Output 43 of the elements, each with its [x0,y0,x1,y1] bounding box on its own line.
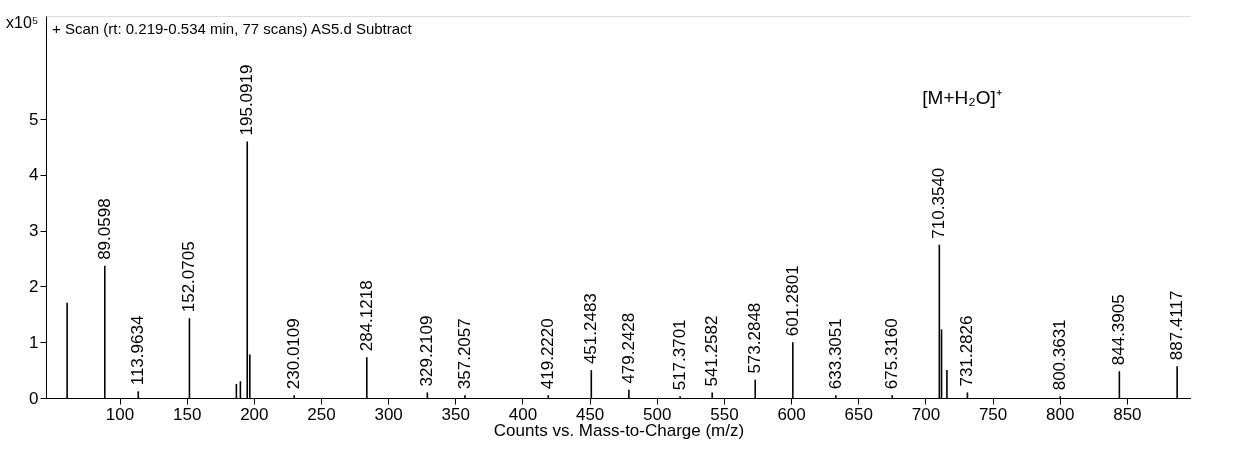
annotation: 541.2582 [702,315,722,387]
annotation: 419.2220 [538,318,558,390]
annotation: 230.0109 [284,318,304,390]
x-tick-label: 200 [240,404,269,424]
x-tick-label: 150 [172,404,202,424]
annotation: 479.2428 [618,312,638,384]
annotation: 844.3905 [1109,294,1129,366]
annotation: 451.2483 [581,293,601,365]
annotation: 573.2848 [745,302,765,374]
x-tick-label: 100 [105,404,135,424]
x-tick-label: 250 [307,404,336,424]
x-tick-label: 650 [844,404,873,424]
x-tick-label: 850 [1113,404,1142,424]
annotation: [M+H₂O]⁺ [922,87,1002,108]
y-tick-label: 1 [29,332,39,352]
x-tick-label: 700 [911,404,941,424]
annotation: 195.0919 [237,64,257,136]
annotation: 800.3631 [1050,319,1070,391]
x-tick-label: 800 [1046,404,1075,424]
annotation: 601.2801 [782,265,802,337]
annotation: 710.3540 [929,167,949,239]
y-tick-label: 0 [29,388,39,408]
annotation: 284.1218 [356,280,376,352]
annotation: 329.2109 [417,315,437,387]
annotation: 517.3701 [670,319,690,391]
x-tick-label: 750 [978,404,1008,424]
y-tick-label: 5 [29,109,39,129]
annotation: 113.9634 [128,315,148,386]
chart-title: + Scan (rt: 0.219-0.534 min, 77 scans) AS5.d Subtract [52,20,413,37]
y-tick-label: 2 [29,276,39,296]
annotation: 152.0705 [179,241,199,313]
x-tick-label: 600 [777,404,806,424]
y-tick-label: 4 [29,165,39,185]
annotation: 675.3160 [882,318,902,390]
annotation: 633.3051 [825,318,845,390]
annotation: 887.4117 [1167,290,1187,361]
x-tick-label: 300 [374,404,403,424]
annotation: 731.2826 [957,315,977,387]
annotation: 89.0598 [94,198,114,260]
y-axis-title: x10⁵ [6,13,39,31]
x-tick-label: 350 [441,404,470,424]
annotation: 357.2057 [454,318,474,390]
y-tick-label: 3 [29,221,39,241]
